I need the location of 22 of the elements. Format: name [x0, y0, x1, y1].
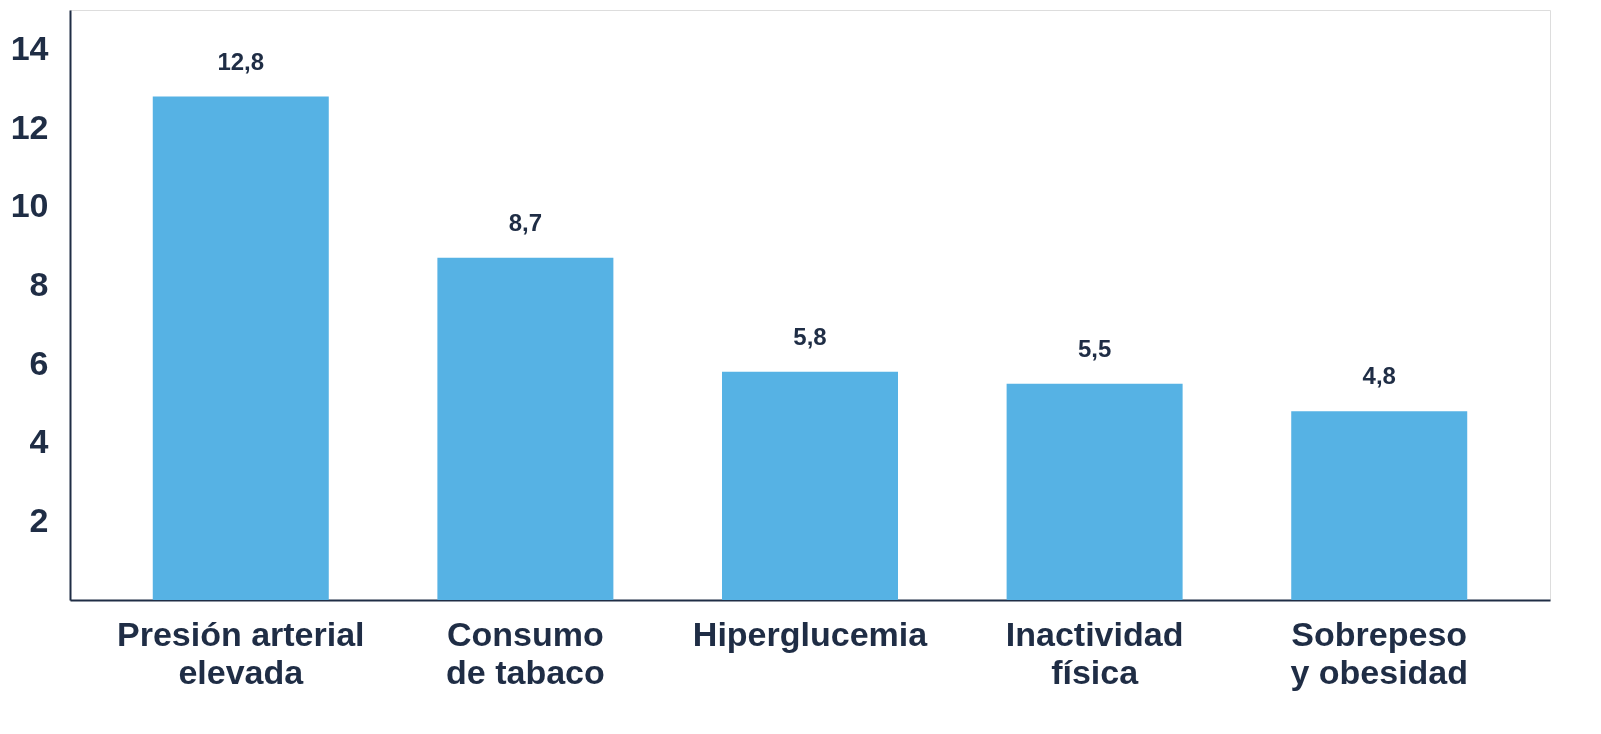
x-tick-label: Consumo de tabaco — [446, 614, 605, 691]
y-tick-label: 14 — [10, 28, 49, 67]
bar — [1291, 411, 1468, 600]
bar — [1006, 383, 1183, 600]
bar — [437, 257, 614, 600]
y-tick-label: 12 — [10, 107, 49, 146]
x-tick-label: Presión arterial elevada — [116, 614, 365, 691]
x-tick-label: Inactividad física — [1005, 614, 1184, 691]
y-tick-label: 6 — [29, 343, 49, 382]
data-label: 4,8 — [1362, 362, 1396, 390]
bar — [722, 371, 898, 600]
x-tick-label: Hiperglucemia — [692, 614, 929, 653]
y-tick-label: 8 — [29, 264, 49, 303]
y-tick-label: 10 — [10, 186, 49, 225]
data-label: 5,8 — [793, 322, 827, 350]
data-label: 5,5 — [1077, 334, 1112, 362]
y-tick-label: 2 — [29, 500, 49, 539]
y-tick-label: 4 — [29, 422, 49, 461]
bar — [152, 96, 329, 600]
data-label: 12,8 — [217, 47, 265, 75]
data-label: 8,7 — [508, 208, 543, 236]
x-tick-label: Sobrepeso y obesidad — [1290, 614, 1469, 691]
